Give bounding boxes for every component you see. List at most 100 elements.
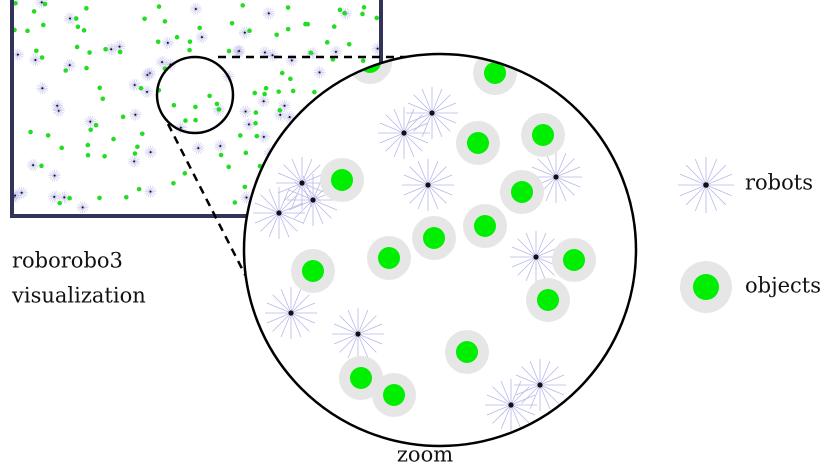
robot-sensor bbox=[85, 121, 91, 127]
robot-sensor bbox=[196, 34, 203, 38]
robot bbox=[64, 12, 77, 25]
robot-sensor bbox=[37, 83, 43, 89]
robot-sensor bbox=[238, 46, 244, 52]
robot-sensor bbox=[134, 84, 140, 90]
robot-sensor bbox=[301, 158, 313, 184]
object-body bbox=[302, 260, 324, 282]
robot-sensor bbox=[705, 164, 727, 186]
robot-sensor bbox=[319, 72, 326, 75]
object-dot bbox=[132, 151, 138, 156]
robot-sensor bbox=[379, 132, 405, 144]
robot-sensor bbox=[132, 79, 135, 86]
robot-sensor bbox=[257, 98, 264, 102]
robot-sensor bbox=[244, 124, 250, 129]
robot-sensor bbox=[240, 28, 245, 33]
object-dot bbox=[262, 91, 267, 97]
robot-sensor bbox=[486, 404, 512, 416]
robot bbox=[313, 66, 326, 79]
robot-sensor bbox=[347, 333, 359, 359]
robot-body bbox=[553, 174, 559, 180]
object-body bbox=[331, 169, 353, 191]
object-body bbox=[474, 215, 496, 237]
object-dot bbox=[308, 50, 313, 56]
robot-body bbox=[200, 36, 203, 39]
robot-sensor bbox=[263, 101, 269, 106]
robot-sensor bbox=[117, 40, 120, 47]
robot-sensor bbox=[21, 192, 27, 198]
robot-sensor bbox=[511, 246, 537, 258]
object-dot bbox=[290, 88, 296, 94]
robot bbox=[253, 187, 305, 239]
robot-sensor bbox=[312, 199, 332, 219]
object-dot bbox=[136, 186, 142, 192]
robot-sensor bbox=[165, 60, 171, 65]
robot-sensor bbox=[268, 10, 275, 14]
robot bbox=[63, 59, 76, 72]
robot-sensor bbox=[248, 124, 254, 129]
object-dot bbox=[193, 104, 198, 110]
robot-sensor bbox=[407, 112, 433, 124]
robot-sensor bbox=[259, 132, 265, 137]
robot-sensor bbox=[17, 192, 22, 198]
object-dot bbox=[67, 195, 72, 201]
robot-sensor bbox=[286, 60, 292, 63]
robot-sensor bbox=[385, 132, 405, 152]
robot-sensor bbox=[233, 47, 239, 52]
robot-sensor bbox=[163, 42, 169, 48]
robot-sensor bbox=[144, 91, 148, 98]
robot bbox=[242, 118, 255, 131]
robot-body bbox=[276, 210, 282, 216]
robot-sensor bbox=[64, 64, 70, 68]
object bbox=[521, 113, 565, 157]
robot bbox=[510, 231, 562, 283]
robot bbox=[239, 105, 252, 118]
robot-sensor bbox=[41, 0, 45, 3]
robot-sensor bbox=[545, 176, 557, 202]
robot-sensor bbox=[335, 46, 339, 52]
robot-sensor bbox=[258, 134, 264, 138]
robot-sensor bbox=[685, 164, 707, 186]
robot-sensor bbox=[427, 184, 453, 196]
object-dot bbox=[360, 58, 366, 64]
object-dot bbox=[374, 15, 380, 21]
robot-sensor bbox=[144, 151, 151, 155]
robot-sensor bbox=[281, 100, 285, 106]
robot-sensor bbox=[259, 49, 266, 53]
robot-sensor bbox=[170, 60, 175, 65]
robot-body bbox=[161, 61, 164, 64]
robot-sensor bbox=[90, 121, 93, 128]
robot-sensor bbox=[278, 212, 298, 232]
robot-sensor bbox=[545, 152, 557, 178]
robot-sensor bbox=[159, 56, 163, 63]
robot-sensor bbox=[529, 384, 541, 410]
robot-sensor bbox=[59, 193, 65, 198]
robot bbox=[406, 87, 458, 139]
robot bbox=[156, 56, 169, 69]
robot-sensor bbox=[82, 202, 88, 208]
robot-sensor bbox=[269, 55, 273, 61]
robot-sensor bbox=[280, 312, 292, 338]
robot-body bbox=[401, 130, 407, 136]
object-dot bbox=[337, 7, 343, 13]
robot-sensor bbox=[283, 114, 290, 118]
robot-sensor bbox=[263, 10, 269, 14]
robot bbox=[262, 7, 275, 20]
object-dot bbox=[226, 48, 232, 54]
robot-sensor bbox=[409, 184, 429, 204]
robot-body bbox=[68, 64, 71, 67]
robot-sensor bbox=[135, 110, 140, 115]
robot-sensor bbox=[146, 86, 150, 92]
robot-sensor bbox=[333, 333, 359, 345]
robot-sensor bbox=[275, 114, 281, 120]
robot-sensor bbox=[539, 384, 559, 404]
robot-sensor bbox=[215, 145, 221, 151]
robot-sensor bbox=[278, 194, 298, 214]
robot-sensor bbox=[13, 50, 19, 55]
robot-body bbox=[166, 41, 169, 44]
robot-sensor bbox=[201, 31, 205, 38]
object-dot bbox=[174, 34, 180, 40]
robot-sensor bbox=[49, 196, 55, 202]
object-dot bbox=[305, 21, 311, 27]
robot-sensor bbox=[272, 312, 292, 332]
robot-sensor bbox=[705, 184, 727, 206]
